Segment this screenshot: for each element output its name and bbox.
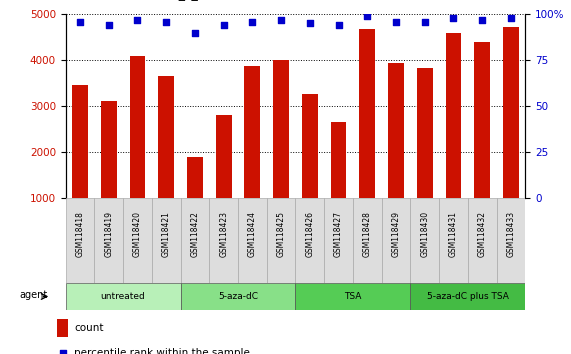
Text: GSM118419: GSM118419 [104, 211, 113, 257]
Text: GSM118433: GSM118433 [506, 211, 516, 257]
Bar [130, 57, 146, 198]
Bar [180, 198, 210, 283]
Text: GSM118431: GSM118431 [449, 211, 458, 257]
Text: GSM118426: GSM118426 [305, 211, 315, 257]
Bar [94, 198, 123, 283]
Bar [388, 63, 404, 198]
Text: count: count [74, 322, 103, 333]
Bar [411, 198, 439, 283]
Point [506, 15, 516, 21]
Point [478, 17, 487, 23]
Point [58, 350, 67, 354]
Bar [274, 60, 289, 198]
Text: GSM118418: GSM118418 [75, 211, 85, 257]
Bar [497, 198, 525, 283]
Bar [238, 198, 267, 283]
Bar [468, 198, 497, 283]
Bar [381, 198, 411, 283]
Bar [475, 42, 490, 198]
Point [420, 19, 429, 24]
Point [190, 30, 199, 35]
Text: 5-aza-dC: 5-aza-dC [218, 292, 258, 301]
Bar [210, 198, 238, 283]
Point [104, 22, 113, 28]
Text: GSM118430: GSM118430 [420, 211, 429, 257]
Point [449, 15, 458, 21]
Bar [353, 198, 381, 283]
Bar [411, 283, 525, 310]
Text: 5-aza-dC plus TSA: 5-aza-dC plus TSA [427, 292, 509, 301]
Point [363, 13, 372, 19]
Text: agent: agent [19, 290, 48, 300]
Bar [57, 319, 69, 337]
Bar [267, 198, 296, 283]
Text: GSM118432: GSM118432 [478, 211, 486, 257]
Text: GSM118425: GSM118425 [276, 211, 286, 257]
Point [75, 19, 85, 24]
Point [276, 17, 286, 23]
Point [162, 19, 171, 24]
Point [392, 19, 401, 24]
Point [248, 19, 257, 24]
Bar [244, 66, 260, 198]
Bar [101, 101, 116, 198]
Point [305, 21, 315, 26]
Bar [72, 85, 88, 198]
Bar [66, 283, 180, 310]
Text: GSM118424: GSM118424 [248, 211, 257, 257]
Text: GSM118427: GSM118427 [334, 211, 343, 257]
Bar [359, 29, 375, 198]
Text: GSM118420: GSM118420 [133, 211, 142, 257]
Bar [331, 122, 347, 198]
Bar [417, 68, 433, 198]
Bar [123, 198, 152, 283]
Bar [296, 283, 411, 310]
Bar [158, 76, 174, 198]
Bar [503, 27, 519, 198]
Bar [302, 94, 317, 198]
Text: untreated: untreated [100, 292, 146, 301]
Bar [180, 283, 296, 310]
Bar [152, 198, 180, 283]
Bar [445, 34, 461, 198]
Text: GSM118422: GSM118422 [191, 211, 199, 257]
Text: GSM118421: GSM118421 [162, 211, 171, 257]
Bar [187, 157, 203, 198]
Bar [324, 198, 353, 283]
Point [133, 17, 142, 23]
Text: GSM118423: GSM118423 [219, 211, 228, 257]
Bar [216, 115, 232, 198]
Bar [439, 198, 468, 283]
Bar [66, 198, 94, 283]
Text: GSM118428: GSM118428 [363, 211, 372, 257]
Text: TSA: TSA [344, 292, 361, 301]
Text: GSM118429: GSM118429 [392, 211, 400, 257]
Point [334, 22, 343, 28]
Point [219, 22, 228, 28]
Text: percentile rank within the sample: percentile rank within the sample [74, 348, 250, 354]
Bar [296, 198, 324, 283]
